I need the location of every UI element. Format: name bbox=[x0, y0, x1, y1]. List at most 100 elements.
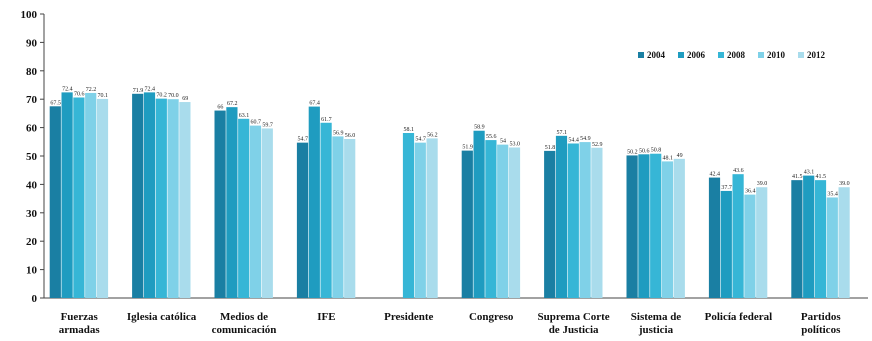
data-label: 54.7 bbox=[415, 137, 426, 143]
x-category-label: Partidos bbox=[801, 311, 841, 323]
data-label: 42.4 bbox=[710, 172, 721, 178]
bar bbox=[756, 187, 768, 298]
data-label: 70.0 bbox=[168, 93, 179, 99]
bar bbox=[167, 99, 179, 298]
bar bbox=[155, 98, 167, 299]
data-label: 53.0 bbox=[510, 141, 521, 147]
data-label: 36.4 bbox=[745, 189, 756, 195]
data-label: 41.5 bbox=[816, 174, 827, 180]
legend-label: 2012 bbox=[807, 50, 826, 60]
bar bbox=[402, 132, 415, 298]
y-tick-label: 70 bbox=[26, 94, 38, 106]
legend-label: 2008 bbox=[727, 50, 746, 60]
data-label: 41.5 bbox=[792, 174, 803, 180]
bar bbox=[296, 142, 309, 298]
data-label: 51.9 bbox=[462, 145, 473, 151]
y-tick-label: 60 bbox=[26, 123, 38, 135]
legend-label: 2004 bbox=[647, 50, 666, 60]
bar bbox=[344, 138, 356, 298]
bar bbox=[414, 142, 426, 298]
bar bbox=[473, 130, 485, 298]
bar bbox=[320, 122, 332, 298]
data-label: 39.0 bbox=[757, 181, 768, 187]
x-category-label: de Justicia bbox=[549, 324, 599, 336]
bar bbox=[638, 154, 650, 298]
x-category-label: Fuerzas bbox=[61, 311, 99, 323]
data-label: 72.4 bbox=[145, 86, 156, 92]
data-label: 56.9 bbox=[333, 130, 344, 136]
data-label: 43.1 bbox=[804, 170, 815, 176]
legend-swatch bbox=[638, 52, 644, 58]
bar bbox=[85, 92, 97, 299]
data-label: 58.9 bbox=[474, 125, 485, 131]
legend-swatch bbox=[718, 52, 724, 58]
data-label: 70.1 bbox=[98, 93, 109, 99]
bar bbox=[814, 180, 827, 298]
bar bbox=[485, 140, 497, 298]
data-label: 60.7 bbox=[251, 120, 262, 126]
data-label: 39.0 bbox=[839, 181, 850, 187]
bar bbox=[238, 118, 250, 299]
legend-label: 2010 bbox=[767, 50, 786, 60]
bar bbox=[826, 197, 838, 298]
x-category-label: Policía federal bbox=[705, 311, 773, 323]
bar bbox=[661, 161, 674, 298]
data-label: 49 bbox=[677, 153, 683, 159]
data-label: 56.0 bbox=[345, 133, 356, 139]
y-axis-ticks: 0 10 20 30 40 50 60 70 80 90 100 bbox=[21, 9, 44, 305]
bar bbox=[426, 138, 438, 298]
bar bbox=[508, 147, 521, 298]
bar bbox=[626, 155, 638, 298]
bar bbox=[214, 110, 226, 298]
data-label: 51.8 bbox=[545, 145, 556, 151]
bar bbox=[96, 98, 109, 298]
x-category-label: Iglesia católica bbox=[127, 311, 197, 323]
bar bbox=[49, 106, 61, 298]
bar bbox=[744, 194, 756, 298]
data-label: 35.4 bbox=[827, 191, 838, 197]
data-label: 59.7 bbox=[262, 122, 273, 128]
legend-label: 2006 bbox=[687, 50, 706, 60]
y-tick-label: 80 bbox=[26, 66, 38, 78]
data-label: 70.2 bbox=[156, 93, 167, 99]
x-category-label: justicia bbox=[638, 324, 674, 336]
bar bbox=[720, 190, 732, 298]
bar bbox=[179, 102, 191, 298]
x-category-label: comunicación bbox=[212, 324, 277, 336]
data-label: 70.6 bbox=[74, 91, 85, 97]
data-label: 50.2 bbox=[627, 149, 638, 155]
data-label: 50.8 bbox=[651, 148, 662, 154]
data-label: 54 bbox=[500, 139, 506, 145]
data-label: 67.4 bbox=[309, 101, 320, 107]
bar bbox=[803, 175, 815, 298]
bar bbox=[61, 92, 73, 298]
data-label: 72.4 bbox=[62, 86, 73, 92]
data-label: 58.1 bbox=[404, 127, 415, 133]
bar bbox=[791, 180, 803, 298]
bar bbox=[226, 107, 238, 298]
y-tick-label: 40 bbox=[26, 179, 38, 191]
bar bbox=[332, 136, 344, 298]
y-tick-label: 20 bbox=[26, 236, 38, 248]
bar bbox=[132, 93, 144, 298]
data-label: 54.4 bbox=[568, 138, 579, 144]
bar bbox=[143, 92, 156, 298]
data-label: 55.6 bbox=[486, 134, 497, 140]
data-labels-group: 67.572.470.672.270.171.9 72.470.2 70.0 6966… bbox=[50, 86, 849, 197]
y-tick-label: 50 bbox=[26, 151, 38, 163]
data-label: 54.9 bbox=[580, 136, 591, 142]
data-label: 56.2 bbox=[427, 132, 438, 138]
data-label: 72.2 bbox=[86, 87, 97, 93]
legend-swatch bbox=[678, 52, 684, 58]
y-tick-label: 10 bbox=[26, 265, 38, 277]
data-label: 52.9 bbox=[592, 142, 603, 148]
bar bbox=[249, 125, 262, 298]
legend-swatch bbox=[798, 52, 804, 58]
bar bbox=[579, 142, 591, 298]
x-category-label: Suprema Corte bbox=[537, 311, 609, 323]
data-label: 67.2 bbox=[227, 101, 238, 107]
y-tick-label: 30 bbox=[26, 208, 38, 220]
data-label: 67.5 bbox=[50, 100, 61, 106]
